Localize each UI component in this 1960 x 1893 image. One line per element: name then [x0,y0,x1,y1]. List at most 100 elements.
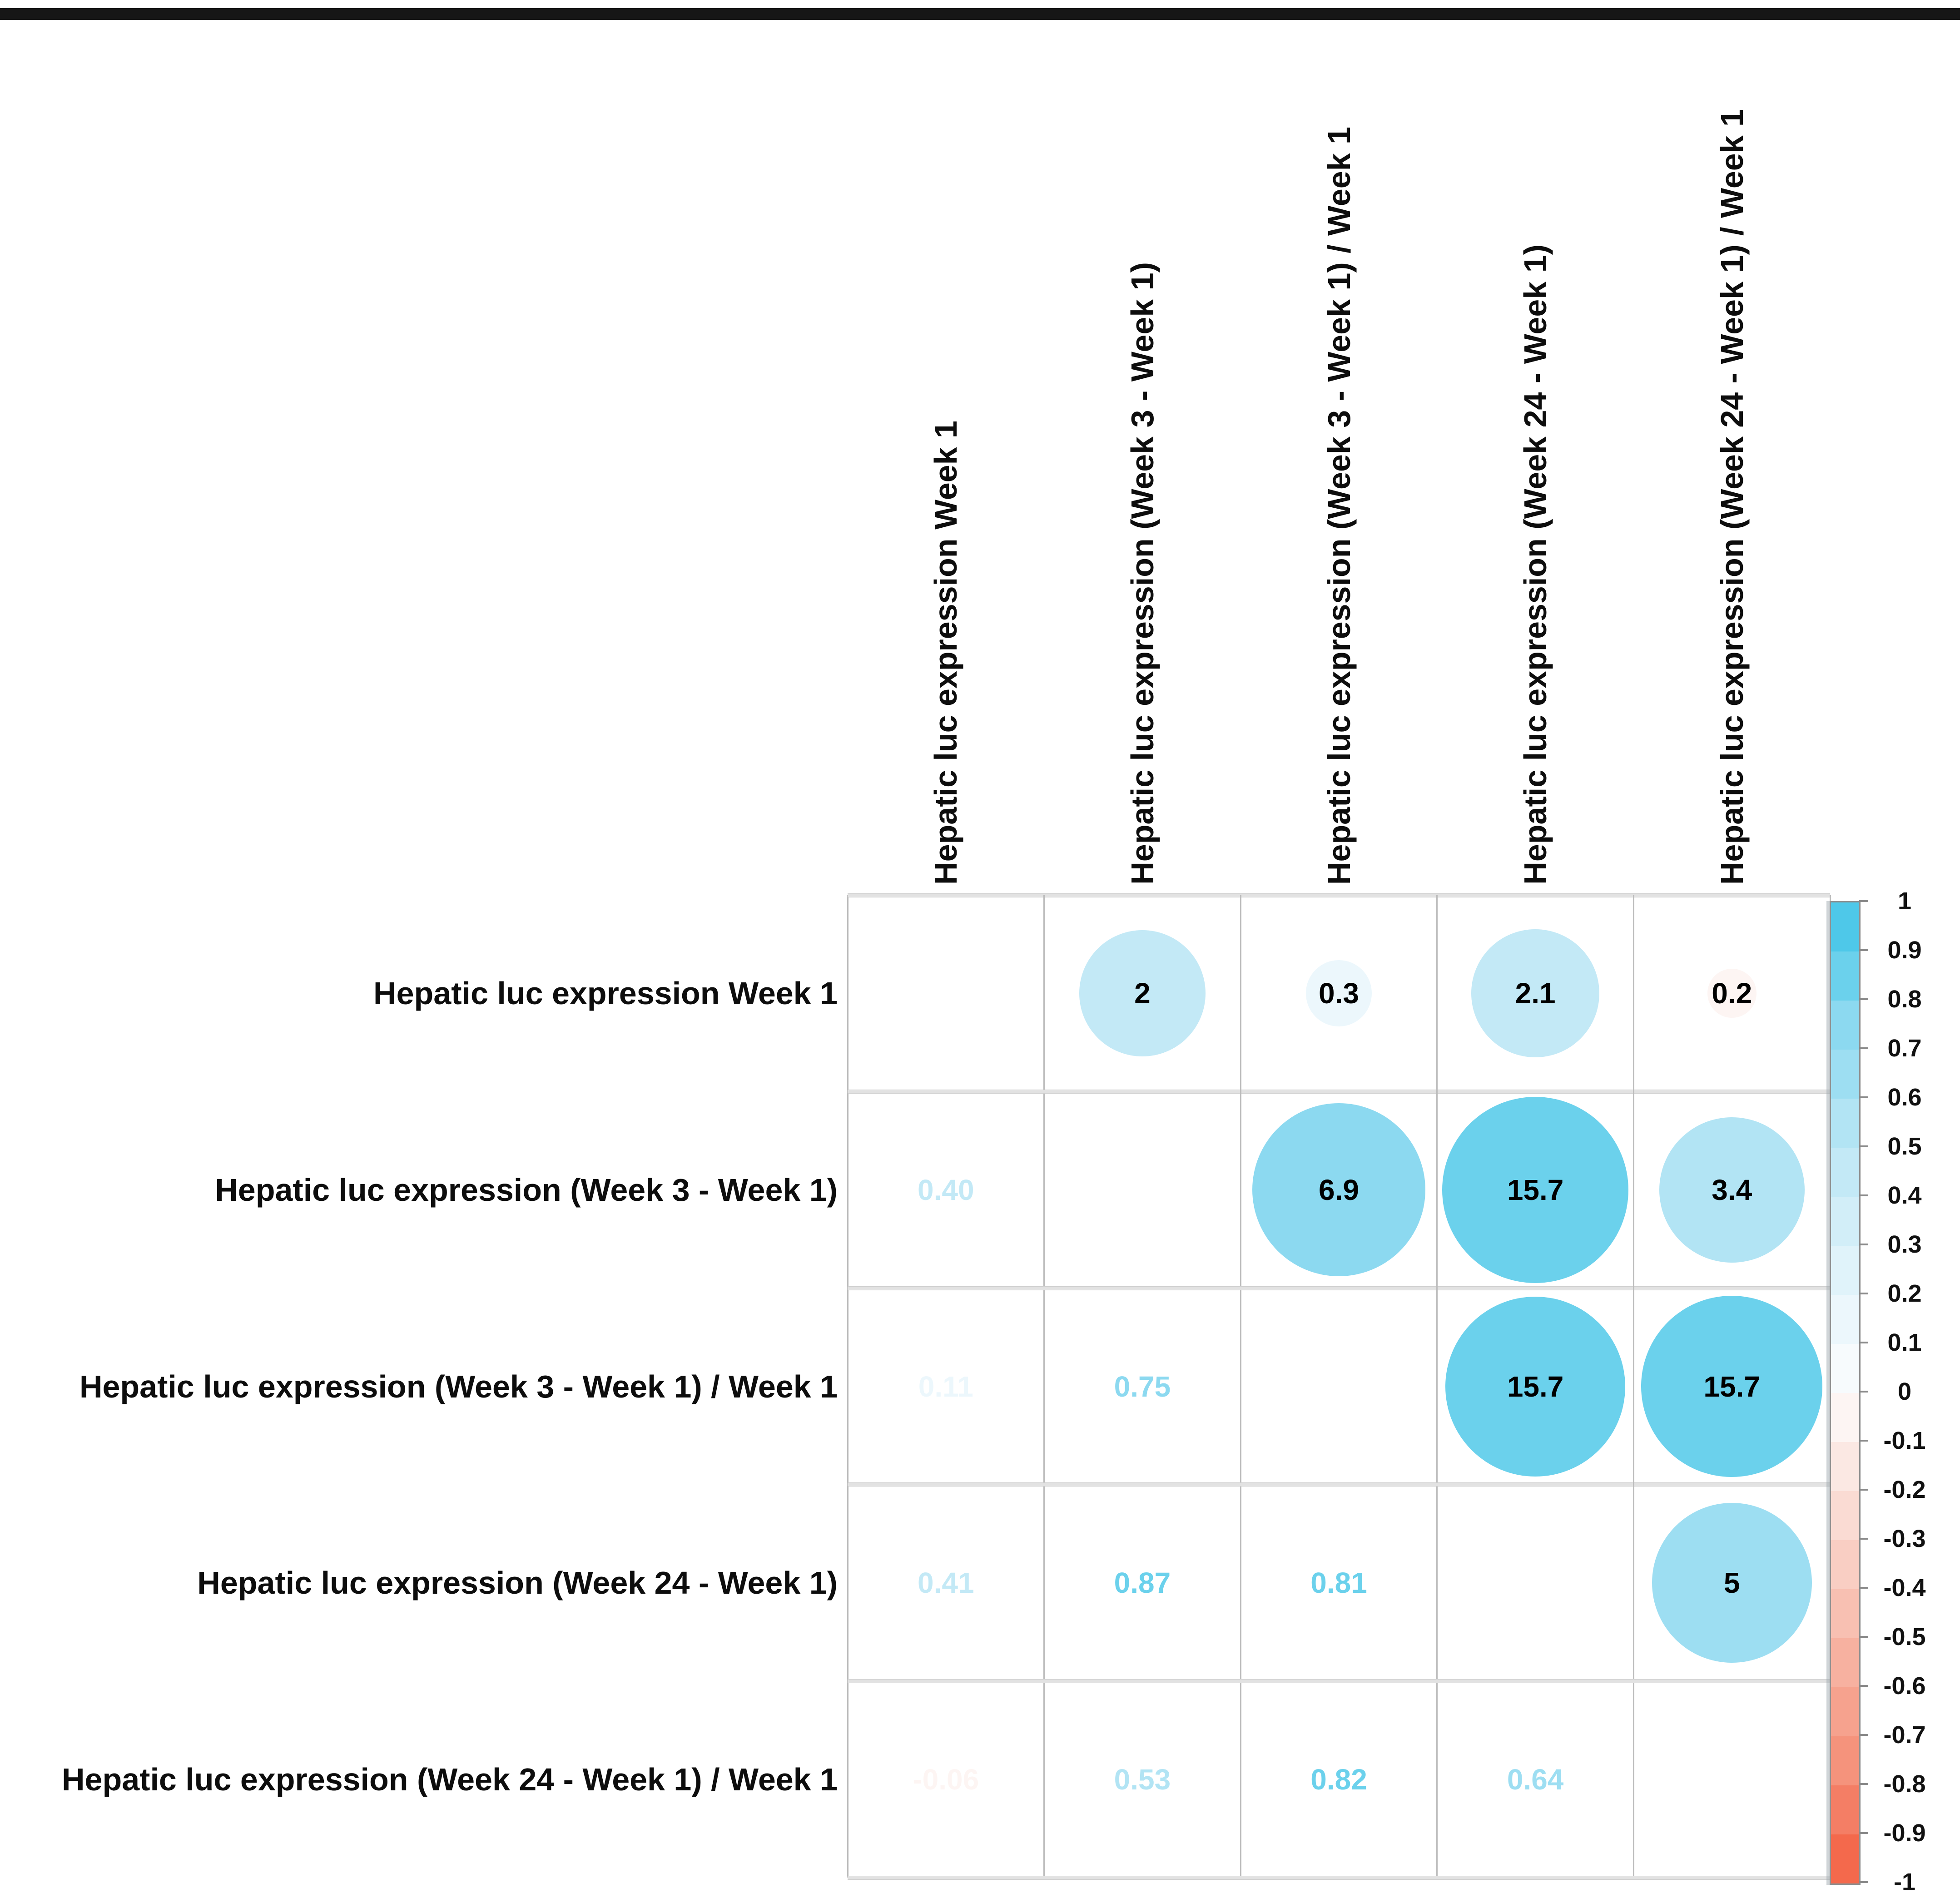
colorbar-tick [1859,1047,1868,1049]
colorbar-tick [1859,1636,1868,1638]
bubble-value-label: 2.1 [1515,977,1556,1010]
correlation-bubble [1659,1117,1805,1263]
colorbar-tick [1859,1391,1868,1392]
colorbar-tick [1859,1538,1868,1540]
correlation-value-text: 0.41 [918,1566,974,1600]
row-label: Hepatic luc expression (Week 24 - Week 1… [62,1761,838,1797]
colorbar-segment [1831,1589,1859,1638]
correlation-value-text: 0.11 [918,1370,973,1403]
row-label: Hepatic luc expression (Week 24 - Week 1… [197,1565,838,1601]
column-label: Hepatic luc expression (Week 24 - Week 1… [1518,244,1553,885]
colorbar-tick [1859,1440,1868,1442]
row-label: Hepatic luc expression Week 1 [373,976,838,1011]
grid-vline [1436,895,1438,1878]
colorbar-segment [1831,1638,1859,1687]
correlation-value-text: -0.06 [913,1763,979,1796]
colorbar-tick [1859,998,1868,1000]
colorbar [1830,901,1861,1885]
colorbar-tick-label: 0.9 [1887,937,1922,964]
colorbar-tick [1859,900,1868,902]
colorbar-tick [1859,1293,1868,1294]
bubble-value-label: 0.2 [1712,977,1752,1010]
colorbar-tick [1859,1734,1868,1736]
colorbar-tick-label: -0.8 [1883,1770,1926,1798]
grid-vline [847,895,849,1878]
colorbar-tick [1859,1783,1868,1785]
page-top-rule [0,8,1960,20]
matrix-grid: 2 0.3 2.1 0.2 6.9 15.7 3.4 15.7 15.7 5 0.40 0.11 0.7… [847,893,1831,1880]
colorbar-segment [1831,1001,1859,1050]
correlation-value-text: 0.53 [1114,1763,1171,1796]
colorbar-tick-label: -1 [1893,1868,1915,1893]
correlation-bubble [1252,1103,1426,1277]
colorbar-tick-label: 0.1 [1887,1329,1922,1356]
colorbar-tick [1859,1489,1868,1491]
colorbar-segment [1831,1785,1859,1834]
correlation-value-text: 0.82 [1310,1763,1367,1796]
correlation-bubble [1707,969,1757,1018]
colorbar-tick [1859,1194,1868,1196]
colorbar-segment [1831,1491,1859,1540]
colorbar-tick [1859,1145,1868,1147]
colorbar-segment [1831,1442,1859,1491]
colorbar-tick-label: -0.4 [1883,1574,1926,1601]
colorbar-segment [1831,1834,1859,1883]
colorbar-segment [1831,1393,1859,1442]
colorbar-tick [1859,1342,1868,1343]
grid-vline [1043,895,1045,1878]
colorbar-tick-label: 1 [1897,887,1912,915]
column-label: Hepatic luc expression (Week 3 - Week 1) [1124,262,1160,885]
colorbar-segment [1831,1099,1859,1148]
bubble-value-label: 3.4 [1712,1173,1752,1206]
colorbar-segment [1831,902,1859,951]
bubble-value-label: 15.7 [1507,1370,1564,1403]
bubble-value-label: 15.7 [1507,1173,1564,1206]
bubble-value-label: 15.7 [1703,1370,1760,1403]
correlation-bubble [1079,930,1206,1057]
bubble-value-label: 0.3 [1319,977,1359,1010]
grid-vline [1633,895,1634,1878]
colorbar-segment [1831,1736,1859,1785]
correlation-bubble [1641,1296,1822,1477]
colorbar-tick-label: -0.3 [1883,1525,1926,1552]
grid-hline [848,1090,1830,1094]
colorbar-tick-label: 0.2 [1887,1280,1922,1307]
colorbar-tick-label: 0.7 [1887,1035,1922,1062]
colorbar-tick [1859,1587,1868,1589]
colorbar-tick-label: -0.7 [1883,1721,1926,1749]
column-label: Hepatic luc expression Week 1 [928,421,964,885]
colorbar-segment [1831,1687,1859,1736]
correlation-bubble [1442,1096,1629,1283]
colorbar-tick-label: -0.6 [1883,1672,1926,1700]
row-label: Hepatic luc expression (Week 3 - Week 1) [215,1172,838,1208]
correlation-bubble [1445,1296,1626,1477]
colorbar-segment [1831,1050,1859,1099]
colorbar-tick-label: 0.4 [1887,1182,1922,1209]
colorbar-segment [1831,1197,1859,1246]
colorbar-tick-label: -0.5 [1883,1623,1926,1650]
grid-hline [848,1482,1830,1487]
colorbar-tick [1859,1096,1868,1098]
correlation-value-text: 0.40 [918,1173,974,1206]
colorbar-segment [1831,1344,1859,1393]
grid-vline [1240,895,1241,1878]
colorbar-tick [1859,1881,1868,1883]
grid-hline [848,893,1830,897]
grid-hline [848,1875,1830,1880]
colorbar-tick-label: -0.2 [1883,1476,1926,1503]
colorbar-segment [1831,1295,1859,1344]
colorbar-tick [1859,1685,1868,1687]
colorbar-tick-label: -0.1 [1883,1427,1926,1454]
correlation-bubble [1471,929,1599,1058]
correlation-bubble [1652,1503,1812,1663]
correlation-bubble [1305,960,1372,1027]
colorbar-segment [1831,1148,1859,1197]
colorbar-tick [1859,949,1868,951]
correlation-value-text: 0.87 [1114,1566,1171,1600]
correlation-value-text: 0.64 [1507,1763,1564,1796]
grid-hline [848,1679,1830,1683]
colorbar-tick-label: -0.9 [1883,1819,1926,1847]
colorbar-tick-label: 0.5 [1887,1133,1922,1160]
correlation-value-text: 0.75 [1114,1370,1171,1403]
row-label: Hepatic luc expression (Week 3 - Week 1)… [79,1368,838,1404]
